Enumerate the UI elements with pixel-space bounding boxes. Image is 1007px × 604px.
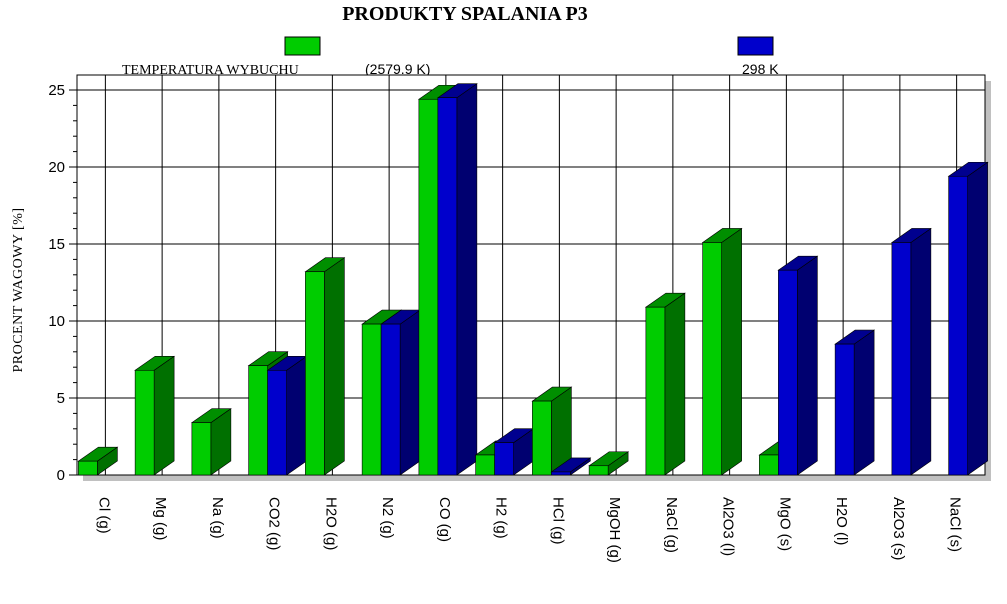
bar-blue xyxy=(890,227,932,476)
x-tick-label: NaCl (s) xyxy=(947,497,964,552)
x-tick-label: NaCl (g) xyxy=(663,497,680,553)
bar-front xyxy=(305,271,325,476)
x-tick-label: H2O (g) xyxy=(322,497,339,550)
y-tick-label: 0 xyxy=(57,467,65,484)
x-tick-label: Al2O3 (l) xyxy=(720,497,737,556)
x-tick-label: H2O (l) xyxy=(833,497,850,545)
bar-front xyxy=(475,454,495,476)
bar-front xyxy=(532,400,552,476)
bar-side xyxy=(664,292,686,476)
bar-front xyxy=(380,323,401,476)
bar-front xyxy=(191,422,212,476)
bar-front xyxy=(778,269,798,476)
bar-front xyxy=(134,369,155,476)
bar-side xyxy=(456,83,478,476)
bar-blue xyxy=(436,83,478,476)
plot-area: 0 5 10 15 20 25 Cl (g) Mg (g) Na (g) CO2 (g) H2O (… xyxy=(48,74,991,563)
bar-blue xyxy=(777,255,819,476)
bar-front xyxy=(551,471,571,476)
bar-blue xyxy=(947,161,989,476)
chart-title: PRODUKTY SPALANIA P3 xyxy=(342,3,588,25)
bar-front xyxy=(702,242,722,476)
bar-blue xyxy=(380,309,422,476)
bar-front xyxy=(645,306,666,476)
plot-frame xyxy=(76,74,986,476)
x-tick-label: Al2O3 (s) xyxy=(890,497,907,560)
bar-side xyxy=(853,329,875,476)
bar-side xyxy=(286,355,307,476)
bar-green xyxy=(134,355,176,476)
bar-side xyxy=(153,355,175,476)
y-tick-label: 5 xyxy=(57,390,65,407)
bar-green xyxy=(190,408,232,476)
bar-green xyxy=(701,227,743,476)
bar-blue xyxy=(550,457,592,476)
x-tick-label: Na (g) xyxy=(209,497,226,539)
x-tick-label: MgOH (g) xyxy=(606,497,623,563)
legend-label-series-2: 298 K xyxy=(742,61,779,77)
bar-green xyxy=(77,446,119,476)
x-tick-label: MgO (s) xyxy=(776,497,793,551)
bar-front xyxy=(759,454,779,476)
bar-side xyxy=(324,257,345,476)
bar-side xyxy=(721,227,742,476)
bar-front xyxy=(834,343,855,476)
legend-label-series-1: (2579.9 K) xyxy=(365,61,430,77)
bar-side xyxy=(797,255,818,476)
bar-side xyxy=(910,227,932,476)
x-tick-label: Cl (g) xyxy=(95,497,112,534)
x-tick-label: CO (g) xyxy=(436,497,453,542)
x-tick-label: CO2 (g) xyxy=(266,497,283,550)
bar-green xyxy=(588,451,630,476)
x-tick-label: Mg (g) xyxy=(152,497,169,540)
bar-side xyxy=(967,161,988,476)
bar-green xyxy=(644,292,686,476)
y-axis-label: PROCENT WAGOWY [%] xyxy=(11,207,26,372)
bar-front xyxy=(494,442,514,476)
y-tick-label: 25 xyxy=(48,82,65,99)
bar-front xyxy=(891,242,912,476)
bar-front xyxy=(437,97,458,476)
bar-front xyxy=(361,323,382,476)
bar-side xyxy=(399,309,421,476)
bar-front xyxy=(248,365,268,476)
x-tick-label: N2 (g) xyxy=(379,497,396,539)
y-tick-label: 15 xyxy=(48,236,65,253)
bar-blue xyxy=(834,329,876,476)
bar-blue xyxy=(493,428,535,476)
bar-front xyxy=(267,369,287,476)
bar-green xyxy=(304,257,346,476)
y-tick-label: 10 xyxy=(48,313,65,330)
legend-label-prefix: TEMPERATURA WYBUCHU xyxy=(122,63,299,78)
legend: TEMPERATURA WYBUCHU (2579.9 K) 298 K xyxy=(122,36,779,78)
legend-swatch-blue xyxy=(737,36,774,56)
legend-swatch-green xyxy=(284,36,321,56)
x-tick-label: H2 (g) xyxy=(493,497,510,539)
bar-green xyxy=(531,386,573,476)
bar-front xyxy=(588,465,609,476)
bar-front xyxy=(948,175,968,476)
bar-front xyxy=(418,98,439,476)
x-tick-label: HCl (g) xyxy=(549,497,566,545)
bar-blue xyxy=(266,355,308,476)
y-tick-label: 20 xyxy=(48,159,65,176)
bar-front xyxy=(78,460,98,476)
